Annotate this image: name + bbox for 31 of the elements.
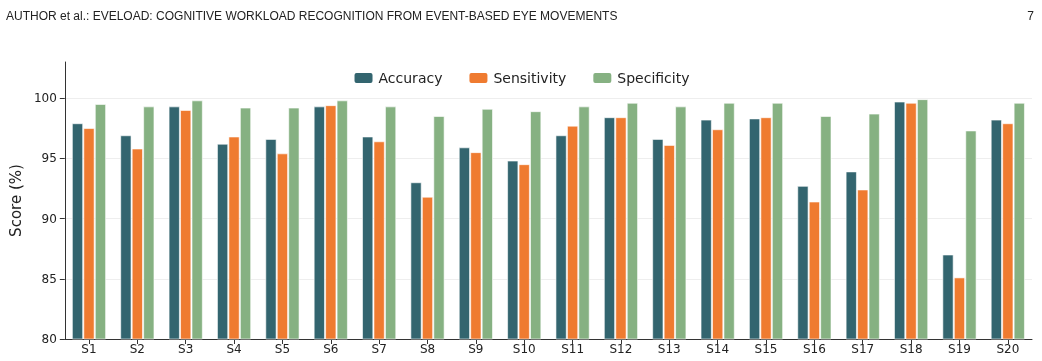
text: AUTHOR et al.: EVELOAD: COGNITIVE WORKLOAD RECOGNITION FROM EVENT-BASED EYE MOVEMENTS <box>6 9 618 23</box>
y-tick-label: 85 <box>41 271 57 286</box>
legend-label: Specificity <box>617 70 690 86</box>
x-tick-label: S11 <box>561 342 585 356</box>
x-tick-label: S20 <box>996 342 1020 356</box>
legend-label: Sensitivity <box>493 70 567 86</box>
x-tick-label: S10 <box>512 342 536 356</box>
x-tick-label: S6 <box>323 342 339 356</box>
x-tick-label: S14 <box>706 342 730 356</box>
x-tick-label: S15 <box>754 342 778 356</box>
x-tick-label: S9 <box>468 342 484 356</box>
x-tick-label: S12 <box>609 342 633 356</box>
x-tick-label: S17 <box>851 342 875 356</box>
x-tick-label: S7 <box>371 342 387 356</box>
y-tick-label: 90 <box>41 211 57 226</box>
y-tick-label: 100 <box>33 91 57 106</box>
x-tick-label: S16 <box>802 342 826 356</box>
x-tick-label: S3 <box>178 342 194 356</box>
x-tick-label: S8 <box>419 342 436 356</box>
y-tick-label: 95 <box>41 151 57 166</box>
x-tick-label: S18 <box>899 342 923 356</box>
x-tick-label: S2 <box>129 342 145 356</box>
legend-label: Accuracy <box>378 70 443 86</box>
x-tick-label: S19 <box>948 342 971 356</box>
y-axis-title: Score (%) <box>6 164 25 237</box>
y-tick-label: 80 <box>41 332 57 346</box>
x-tick-label: S4 <box>226 342 242 356</box>
text: 7 <box>1027 9 1035 23</box>
x-tick-label: S13 <box>657 342 681 356</box>
x-tick-label: S1 <box>81 342 97 356</box>
x-tick-label: S5 <box>274 342 291 356</box>
